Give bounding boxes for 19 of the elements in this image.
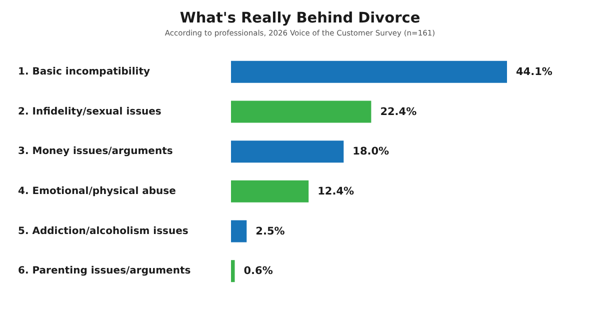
data-label: 12.4% [318, 185, 355, 198]
data-label: 18.0% [352, 146, 390, 158]
bar [231, 140, 344, 163]
y-tick-label: 6. Parenting issues/arguments [18, 266, 191, 277]
bar [231, 60, 507, 83]
bar [231, 180, 309, 202]
y-tick-label: 1. Basic incompatibility [18, 66, 150, 78]
chart-title: What's Really Behind Divorce [180, 10, 420, 26]
bar [231, 220, 247, 242]
data-label: 0.6% [244, 265, 274, 278]
bar [231, 100, 372, 123]
y-tick-label: 2. Infidelity/sexual issues [18, 106, 162, 118]
data-label: 22.4% [380, 106, 418, 118]
data-label: 44.1% [516, 66, 553, 78]
y-tick-label: 4. Emotional/physical abuse [18, 186, 176, 197]
data-label: 2.5% [256, 225, 286, 238]
y-tick-label: 3. Money issues/arguments [18, 146, 173, 158]
bar [231, 260, 235, 282]
y-tick-label: 5. Addiction/alcoholism issues [18, 226, 188, 237]
